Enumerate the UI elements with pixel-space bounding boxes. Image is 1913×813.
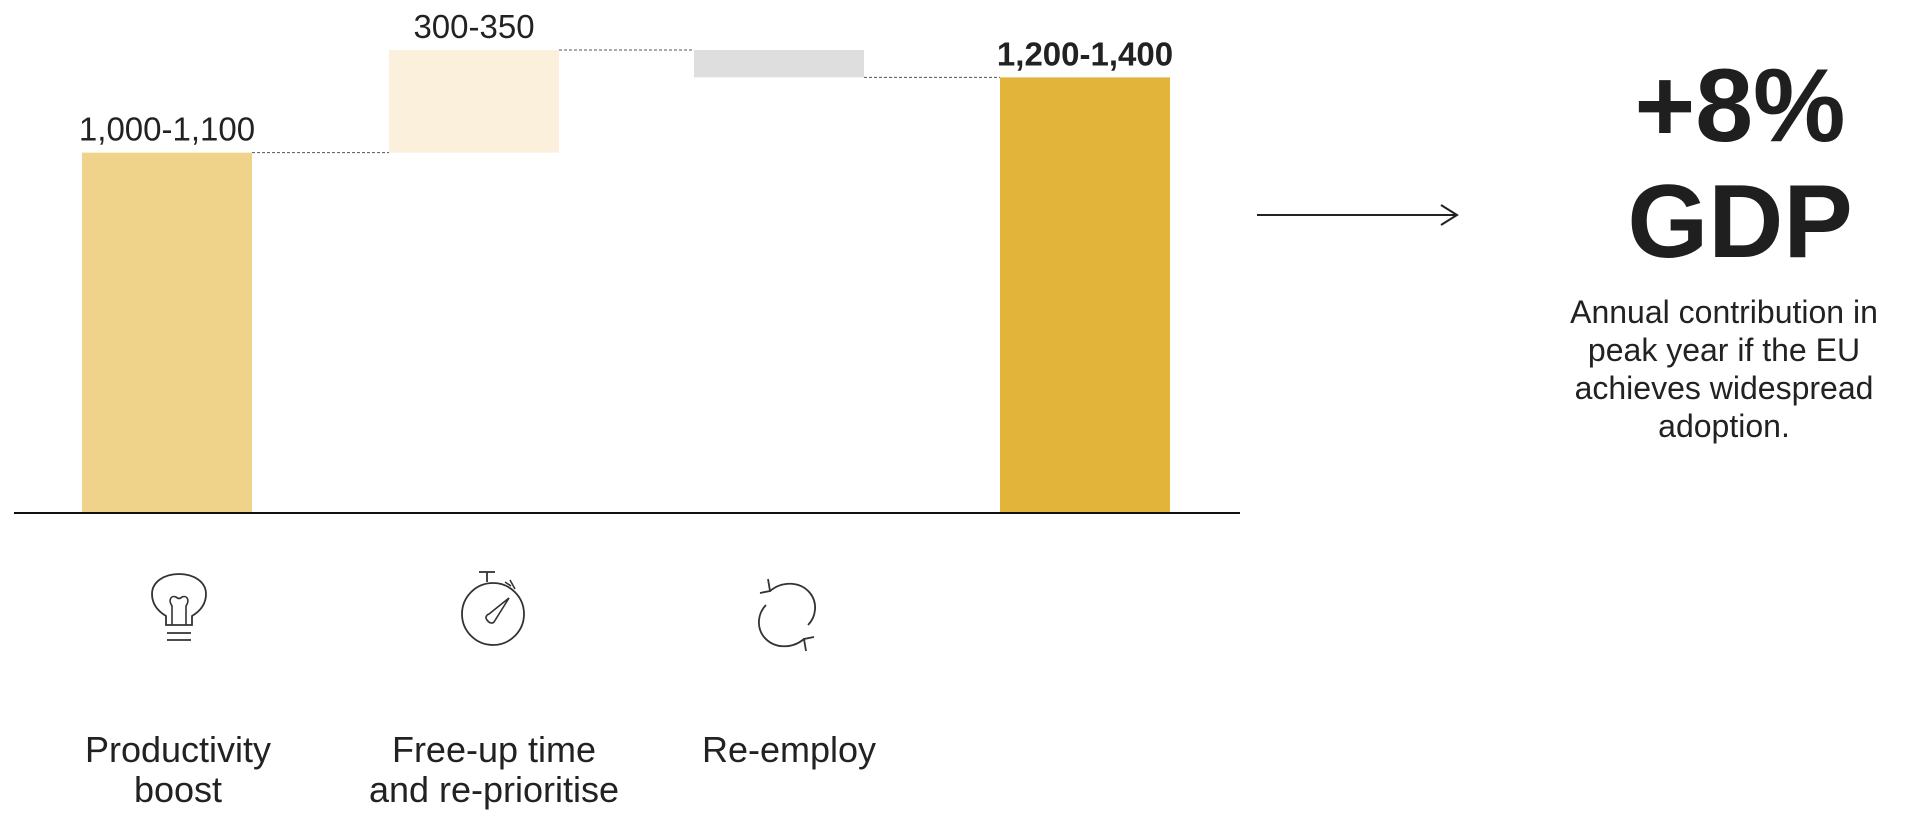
bar-4 (1000, 77, 1170, 512)
bar-3 (694, 50, 864, 78)
bar-1 (82, 152, 252, 512)
stopwatch-icon (461, 571, 525, 646)
waterfall-chart: 1,000-1,100 300-350 1,200-1,400 (14, 8, 1240, 514)
data-label-2: 300-350 (413, 8, 534, 45)
data-label-1: 1,000-1,100 (79, 111, 255, 148)
category-label-re-employ: Re-employ (701, 729, 877, 770)
arrow-right-icon (1257, 204, 1459, 226)
category-label-free-up-time: Free-up time and re-prioritise (368, 729, 620, 810)
bar-2 (389, 50, 559, 153)
data-label-4: 1,200-1,400 (997, 35, 1173, 72)
headline-line1: +8% (1634, 48, 1846, 164)
refresh-icon (758, 578, 816, 652)
lightbulb-icon (151, 573, 207, 641)
kpi-description: Annual contribution in peak year if the … (1570, 294, 1878, 444)
headline-kpi: +8% GDP (1535, 48, 1913, 280)
category-label-productivity: Productivity boost (84, 729, 272, 810)
headline-line2: GDP (1627, 164, 1853, 280)
